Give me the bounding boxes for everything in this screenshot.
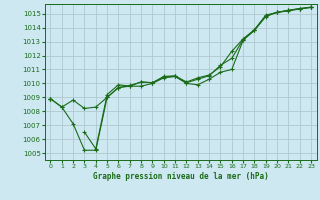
X-axis label: Graphe pression niveau de la mer (hPa): Graphe pression niveau de la mer (hPa) bbox=[93, 172, 269, 181]
